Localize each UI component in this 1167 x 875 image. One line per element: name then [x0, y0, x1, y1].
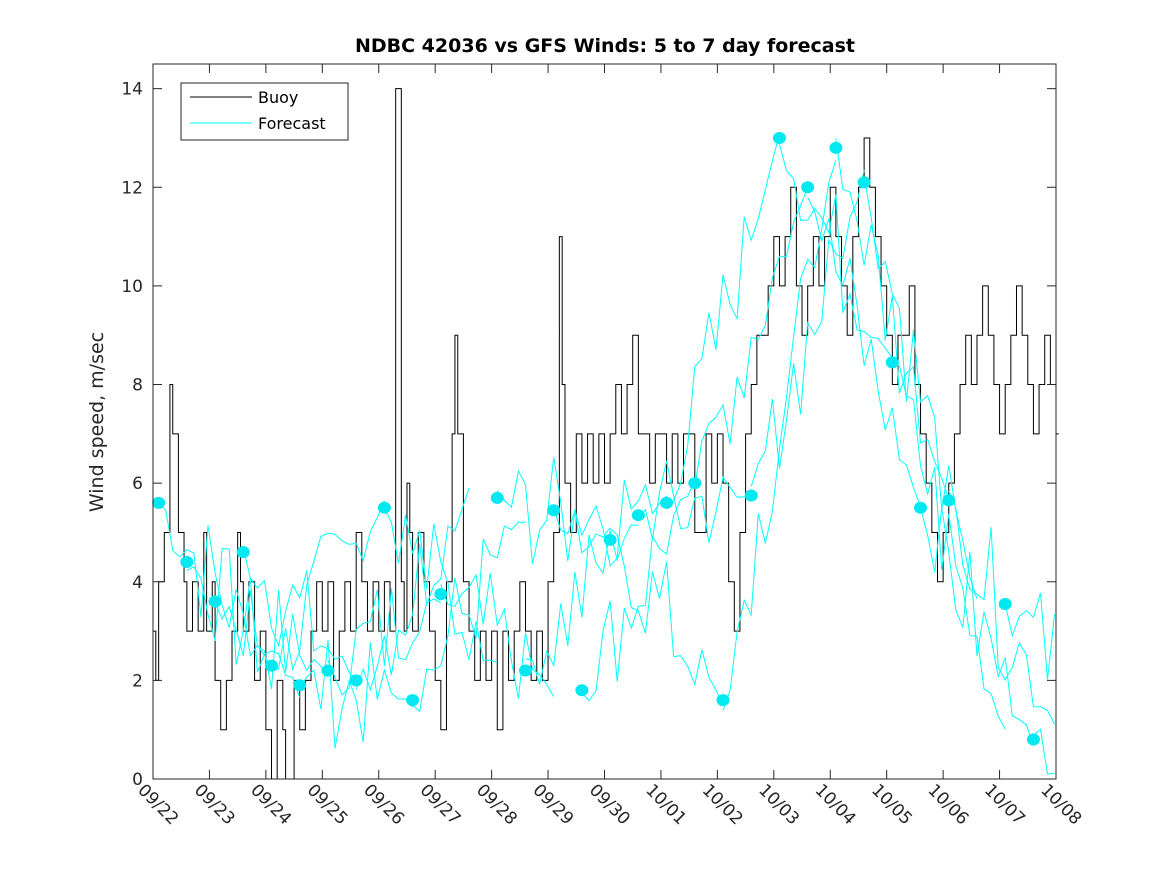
forecast-marker [293, 679, 307, 692]
forecast-marker [998, 597, 1012, 610]
forecast-line [1004, 592, 1056, 680]
forecast-line [666, 134, 780, 507]
forecast-line [722, 160, 837, 711]
forecast-marker [518, 664, 532, 677]
forecast-line [609, 528, 724, 706]
forecast-marker [265, 659, 279, 672]
forecast-markers [152, 131, 1040, 746]
chart-title: NDBC 42036 vs GFS Winds: 5 to 7 day fore… [355, 35, 855, 57]
forecast-line [863, 176, 978, 600]
legend: Buoy Forecast [180, 82, 349, 141]
forecast-marker [490, 491, 504, 504]
forecast-line [440, 573, 555, 699]
y-tick-label: 12 [121, 178, 143, 198]
forecast-marker [716, 694, 730, 707]
forecast-marker [603, 533, 617, 546]
forecast-marker [885, 356, 899, 369]
forecast-line [214, 589, 329, 689]
forecast-line [355, 487, 470, 692]
forecast-marker [180, 556, 194, 569]
forecast-line [835, 138, 950, 500]
forecast-marker [914, 501, 928, 514]
forecast-marker [631, 509, 645, 522]
forecast-line [327, 588, 442, 696]
forecast-marker [688, 477, 702, 490]
forecast-line [383, 508, 498, 663]
forecast-line [299, 640, 413, 749]
y-tick-label: 6 [132, 474, 143, 494]
forecast-marker [349, 674, 363, 687]
y-tick-label: 4 [132, 573, 143, 593]
forecast-marker [829, 141, 843, 154]
y-axis-label: Wind speed, m/sec [86, 332, 108, 512]
forecast-line [581, 479, 696, 702]
forecast-marker [660, 496, 674, 509]
buoy-series [153, 88, 1059, 780]
y-tick-label: 10 [121, 277, 143, 297]
legend-forecast-label: Forecast [258, 114, 326, 133]
buoy-line [153, 88, 1059, 780]
forecast-marker [406, 694, 420, 707]
forecast-marker [321, 664, 335, 677]
y-tick-label: 2 [132, 671, 143, 691]
forecast-line [525, 524, 639, 685]
plot-area [153, 64, 1056, 779]
forecast-line [1033, 728, 1055, 775]
forecast-marker [377, 501, 391, 514]
forecast-marker [152, 496, 166, 509]
forecast-line [158, 502, 272, 671]
forecast-line [242, 548, 357, 680]
forecast-marker [744, 489, 758, 502]
forecast-series [158, 134, 1056, 775]
forecast-line [553, 479, 667, 567]
forecast-marker [208, 595, 222, 608]
forecast-marker [772, 131, 786, 144]
forecast-line [637, 460, 752, 544]
forecast-line [807, 197, 921, 507]
y-tick-label: 0 [132, 770, 143, 790]
forecast-marker [236, 546, 250, 559]
forecast-line [186, 547, 301, 698]
forecast-line [920, 507, 1034, 746]
legend-buoy-label: Buoy [258, 88, 298, 107]
forecast-marker [857, 176, 871, 189]
forecast-marker [575, 684, 589, 697]
y-tick-label: 14 [121, 80, 143, 100]
y-tick-label: 8 [132, 376, 143, 396]
forecast-marker [1026, 733, 1040, 746]
forecast-marker [547, 504, 561, 517]
forecast-line [694, 186, 809, 488]
forecast-line [892, 364, 1006, 730]
forecast-line [779, 144, 893, 359]
forecast-line [750, 169, 865, 487]
forecast-line [948, 490, 1056, 725]
forecast-marker [801, 181, 815, 194]
legend-box [180, 82, 349, 141]
forecast-marker [942, 494, 956, 507]
forecast-marker [434, 588, 448, 601]
forecast-line [271, 500, 385, 673]
forecast-line [412, 521, 526, 713]
y-axis: 0 2 4 6 8 10 12 14 [121, 80, 1056, 790]
